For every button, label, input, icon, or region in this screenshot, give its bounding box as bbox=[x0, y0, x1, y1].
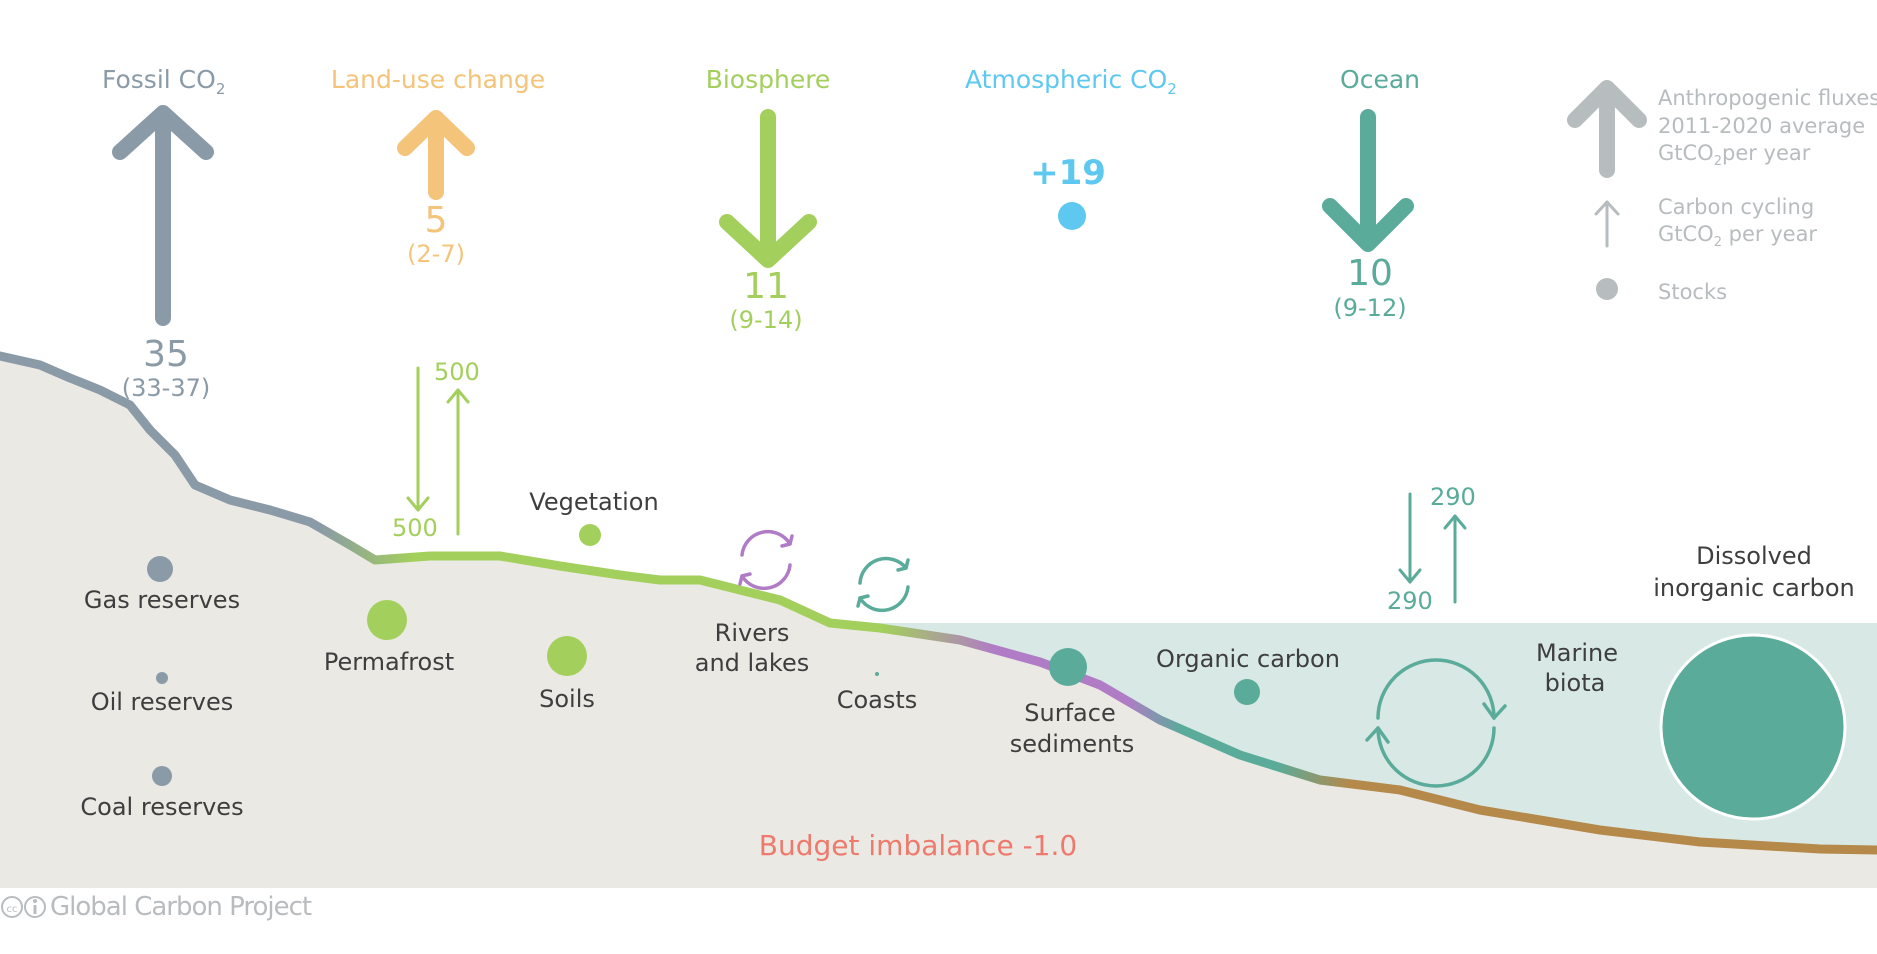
ocean-water bbox=[820, 623, 1877, 850]
land-use-range: (2-7) bbox=[407, 240, 465, 268]
soils-dot bbox=[547, 636, 587, 676]
surface-sediments-dot bbox=[1049, 648, 1087, 686]
land-cycling-down-value: 500 bbox=[392, 514, 438, 542]
coasts-cycle-icon bbox=[856, 556, 910, 613]
fossil-title: Fossil CO2 bbox=[102, 65, 225, 98]
fossil-range: (33-37) bbox=[122, 374, 210, 402]
biosphere-value: 11 bbox=[743, 266, 789, 307]
permafrost-label: Permafrost bbox=[324, 648, 454, 676]
atmosphere-stock-dot bbox=[1058, 202, 1086, 230]
legend-stock-dot bbox=[1596, 278, 1618, 300]
legend-cycling-line1: Carbon cycling bbox=[1658, 195, 1814, 219]
credit-label: Global Carbon Project bbox=[50, 892, 312, 922]
rivers-label-line2: and lakes bbox=[695, 649, 809, 677]
gas-reserves-label: Gas reserves bbox=[84, 586, 240, 614]
dic-label-line1: Dissolved bbox=[1696, 542, 1812, 570]
atmosphere-value: +19 bbox=[1030, 153, 1106, 193]
organic-carbon-dot bbox=[1234, 679, 1260, 705]
biosphere-title: Biosphere bbox=[706, 65, 831, 94]
dissolved-inorganic-carbon-dot bbox=[1659, 633, 1847, 821]
coal-reserves-label: Coal reserves bbox=[80, 793, 243, 821]
budget-imbalance-label: Budget imbalance -1.0 bbox=[759, 829, 1077, 862]
ocean-range: (9-12) bbox=[1333, 294, 1406, 322]
ocean-cycling-arrows bbox=[1398, 492, 1467, 604]
permafrost-dot bbox=[367, 600, 407, 640]
vegetation-label: Vegetation bbox=[529, 488, 658, 516]
ocean-flux-arrow bbox=[1322, 109, 1414, 252]
oil-reserves-label: Oil reserves bbox=[91, 688, 234, 716]
land-edge bbox=[0, 351, 1877, 855]
marine-biota-label-line2: biota bbox=[1545, 669, 1606, 697]
legend-anthropogenic-line3: GtCO2per year bbox=[1658, 141, 1811, 169]
biosphere-flux-arrow bbox=[719, 109, 817, 268]
gas-reserves-dot bbox=[147, 556, 173, 582]
coasts-dot bbox=[875, 672, 879, 676]
legend-anthropogenic-arrow bbox=[1567, 80, 1647, 178]
land-use-title: Land-use change bbox=[331, 65, 545, 94]
coal-reserves-dot bbox=[152, 766, 172, 786]
rivers-cycle-icon bbox=[738, 529, 794, 591]
land-mass bbox=[0, 356, 1877, 888]
atmosphere-title: Atmospheric CO2 bbox=[965, 65, 1177, 98]
land-cycling-up-value: 500 bbox=[434, 358, 480, 386]
fossil-flux-arrow bbox=[112, 105, 214, 326]
sediments-label-line2: sediments bbox=[1010, 730, 1134, 758]
ocean-title: Ocean bbox=[1340, 65, 1420, 94]
marine-biota-cycle-icon bbox=[1365, 658, 1507, 788]
fossil-value: 35 bbox=[143, 334, 189, 375]
oil-reserves-dot bbox=[156, 672, 168, 684]
dic-label-line2: inorganic carbon bbox=[1653, 574, 1855, 602]
biosphere-range: (9-14) bbox=[729, 306, 802, 334]
cc-license-icon: cc bbox=[1, 896, 46, 918]
legend-cycling-arrow bbox=[1594, 200, 1620, 248]
marine-biota-label-line1: Marine bbox=[1536, 639, 1618, 667]
ocean-cycling-down-value: 290 bbox=[1387, 587, 1433, 615]
coasts-label: Coasts bbox=[837, 686, 918, 714]
legend-anthropogenic-line2: 2011-2020 average bbox=[1658, 114, 1865, 138]
land-use-flux-arrow bbox=[397, 110, 475, 200]
ocean-cycling-up-value: 290 bbox=[1430, 483, 1476, 511]
vegetation-dot bbox=[579, 524, 601, 546]
sediments-label-line1: Surface bbox=[1024, 699, 1115, 727]
legend-cycling-line2: GtCO2 per year bbox=[1658, 222, 1817, 250]
cc-license-text: cc bbox=[7, 904, 18, 915]
organic-carbon-label: Organic carbon bbox=[1156, 645, 1340, 673]
land-use-value: 5 bbox=[425, 200, 448, 241]
legend: Anthropogenic fluxes 2011-2020 average G… bbox=[1567, 80, 1877, 304]
rivers-label-line1: Rivers bbox=[715, 619, 790, 647]
land-cycling-arrows bbox=[406, 366, 470, 536]
legend-stocks-label: Stocks bbox=[1658, 280, 1727, 304]
legend-anthropogenic-line1: Anthropogenic fluxes bbox=[1658, 86, 1877, 110]
soils-label: Soils bbox=[539, 685, 595, 713]
ocean-value: 10 bbox=[1347, 253, 1393, 294]
